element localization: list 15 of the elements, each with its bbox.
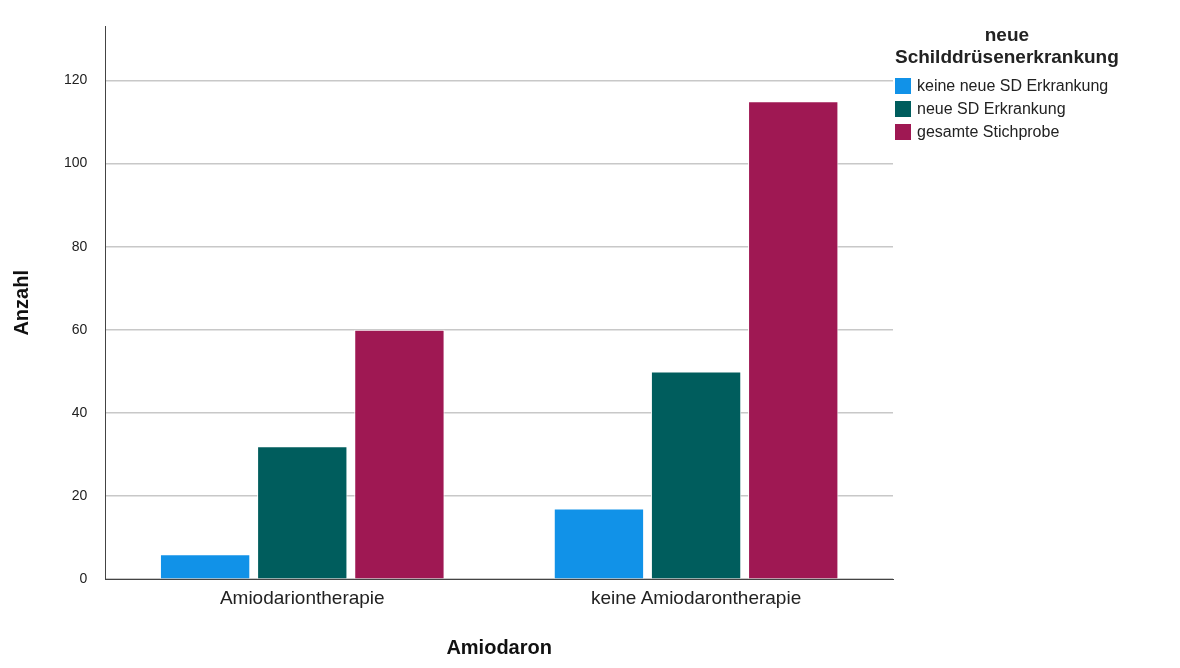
legend-label: gesamte Stichprobe (917, 122, 1060, 141)
x-tick-label: keine Amiodarontherapie (590, 586, 802, 608)
legend-label: neue SD Erkrankung (917, 99, 1066, 118)
y-tick-label: 40 (71, 403, 88, 420)
legend-label: keine neue SD Erkrankung (917, 76, 1109, 95)
y-tick-label: 80 (71, 237, 88, 254)
x-axis-title: Amiodaron (446, 635, 552, 658)
y-tick-label: 0 (79, 570, 88, 587)
y-tick-label: 20 (71, 486, 88, 503)
x-tick-label: Amiodariontherapie (219, 586, 385, 608)
y-axis-title: Anzahl (9, 270, 32, 336)
y-tick-label: 60 (71, 320, 88, 337)
legend-title: neue Schilddrüsenerkrankung (895, 24, 1119, 68)
y-tick-label: 120 (64, 71, 88, 88)
y-tick-label: 100 (64, 154, 88, 171)
